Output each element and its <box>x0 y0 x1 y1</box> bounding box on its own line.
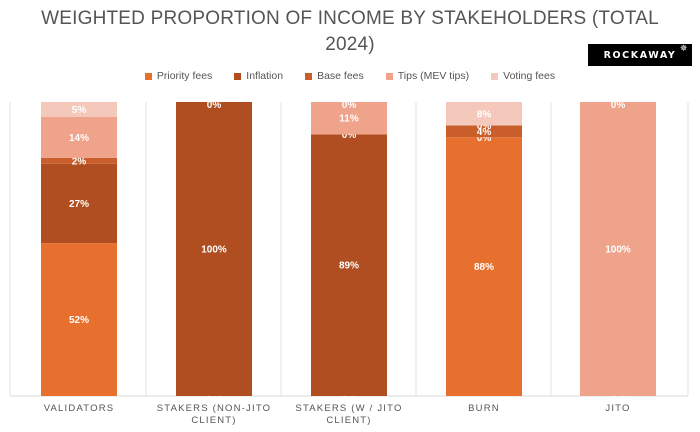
data-label-0-4: 5% <box>72 105 87 116</box>
legend-swatch-0 <box>144 72 152 80</box>
bar-segment-0-2 <box>41 157 117 164</box>
chart-legend: Priority fees Inflation Base fees Tips (MEV… <box>0 70 700 82</box>
data-label-0-3: 14% <box>69 133 89 144</box>
category-label-line-1-0: STAKERS (NON-JITO <box>156 403 272 414</box>
legend-label-2: Base fees <box>317 70 364 82</box>
legend-label-3: Tips (MEV tips) <box>397 70 470 82</box>
category-label-line-2-0: STAKERS (W / JITO <box>295 403 403 414</box>
bar-segment-3-2 <box>446 125 522 138</box>
data-label-3-4: 8% <box>477 109 492 120</box>
category-label-4: JITO <box>558 403 678 415</box>
data-label-2-2: 0% <box>342 130 357 141</box>
logo-text: ROCKAWAY <box>603 49 677 61</box>
legend-label-0: Priority fees <box>156 70 213 82</box>
data-label-3-1: 0% <box>477 133 492 144</box>
category-label-line-0-0: VALIDATORS <box>43 403 115 414</box>
category-label-2: STAKERS (W / JITO CLIENT) <box>289 403 409 427</box>
chart-title-line-2: 2024) <box>325 34 375 55</box>
data-label-3-3: 0% <box>477 121 492 132</box>
category-label-0: VALIDATORS <box>19 403 139 415</box>
category-label-line-3-0: BURN <box>468 403 500 414</box>
legend-item-2: Base fees <box>305 70 364 82</box>
chart-title-line-1: WEIGHTED PROPORTION OF INCOME BY STAKEHO… <box>41 8 659 29</box>
rockaway-logo: ROCKAWAY ✵ <box>588 44 692 66</box>
bar-segment-4-3 <box>580 102 656 396</box>
legend-item-0: Priority fees <box>144 70 213 82</box>
data-label-1-4: 0% <box>207 100 222 111</box>
data-label-0-1: 27% <box>69 199 89 210</box>
legend-swatch-3 <box>385 72 393 80</box>
data-label-0-0: 52% <box>69 315 89 326</box>
bar-segment-0-1 <box>41 163 117 244</box>
bar-segment-0-3 <box>41 116 117 158</box>
legend-label-4: Voting fees <box>503 70 556 82</box>
data-label-2-4: 0% <box>342 100 357 111</box>
data-label-1-1: 100% <box>201 245 227 256</box>
category-label-1: STAKERS (NON-JITO CLIENT) <box>154 403 274 427</box>
category-label-line-2-1: CLIENT) <box>326 415 372 426</box>
legend-item-1: Inflation <box>234 70 283 82</box>
bar-segment-0-4 <box>41 102 117 117</box>
category-label-3: BURN <box>424 403 544 415</box>
legend-swatch-4 <box>491 72 499 80</box>
data-label-2-1: 89% <box>339 261 359 272</box>
category-label-line-4-0: JITO <box>605 403 631 414</box>
logo-mark-icon: ✵ <box>679 44 689 54</box>
legend-swatch-2 <box>305 72 313 80</box>
data-label-2-3: 11% <box>339 114 359 125</box>
legend-swatch-1 <box>234 72 242 80</box>
bar-segment-2-1 <box>311 134 387 396</box>
bar-segment-3-4 <box>446 102 522 126</box>
category-label-line-1-1: CLIENT) <box>191 415 237 426</box>
legend-item-4: Voting fees <box>491 70 555 82</box>
bar-segment-1-1 <box>176 102 252 396</box>
bar-segment-2-3 <box>311 102 387 135</box>
data-label-3-0: 88% <box>474 262 494 273</box>
legend-label-1: Inflation <box>246 70 284 82</box>
bar-segment-0-0 <box>41 243 117 396</box>
bar-segment-3-0 <box>446 137 522 396</box>
data-label-3-2: 4% <box>477 127 492 138</box>
data-label-4-4: 0% <box>611 100 626 111</box>
data-label-0-2: 2% <box>72 156 87 167</box>
chart-title: WEIGHTED PROPORTION OF INCOME BY STAKEHO… <box>0 6 700 58</box>
data-label-4-3: 100% <box>605 245 631 256</box>
legend-item-3: Tips (MEV tips) <box>385 70 470 82</box>
